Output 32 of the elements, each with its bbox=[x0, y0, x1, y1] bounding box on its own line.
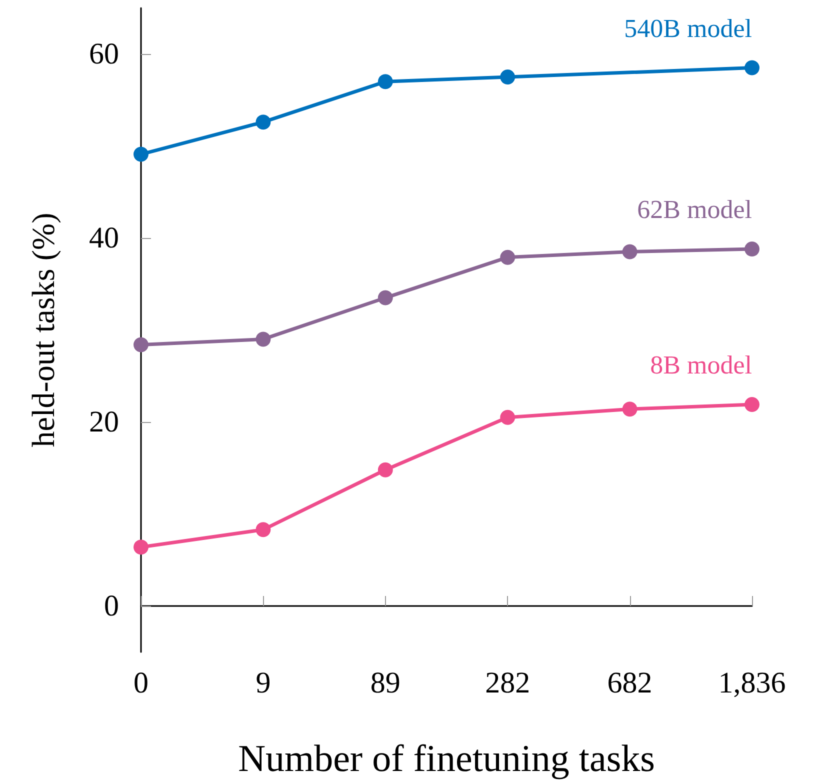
y-tick-label: 0 bbox=[104, 590, 119, 622]
point bbox=[378, 74, 393, 90]
point bbox=[500, 250, 516, 265]
point bbox=[134, 540, 148, 555]
x-tick-label: 682 bbox=[607, 666, 652, 700]
point bbox=[134, 337, 148, 352]
series-label: 8B model bbox=[650, 350, 752, 380]
x-tick-label: 0 bbox=[134, 666, 148, 700]
point bbox=[622, 402, 638, 417]
y-tick-label: 20 bbox=[89, 406, 119, 438]
point bbox=[622, 244, 638, 260]
point bbox=[256, 332, 271, 347]
y-tick-label: 60 bbox=[89, 38, 119, 70]
point bbox=[744, 242, 760, 257]
x-axis-title: Number of finetuning tasks bbox=[238, 738, 655, 780]
series-label: 540B model bbox=[624, 14, 752, 43]
point bbox=[500, 410, 516, 425]
point bbox=[744, 397, 760, 412]
series-label: 62B model bbox=[637, 195, 752, 224]
x-tick-label: 9 bbox=[256, 666, 271, 700]
point bbox=[256, 114, 271, 130]
point bbox=[500, 70, 516, 84]
point bbox=[378, 290, 393, 306]
point bbox=[256, 522, 271, 538]
point bbox=[134, 146, 148, 162]
x-tick-label: 282 bbox=[485, 666, 530, 700]
x-tick-label: 1,836 bbox=[718, 666, 786, 700]
x-tick-label: 89 bbox=[370, 666, 400, 700]
point bbox=[378, 462, 393, 478]
y-axis-title: held-out tasks (%) bbox=[25, 212, 61, 448]
y-tick-label: 40 bbox=[89, 222, 119, 254]
point bbox=[744, 60, 760, 76]
